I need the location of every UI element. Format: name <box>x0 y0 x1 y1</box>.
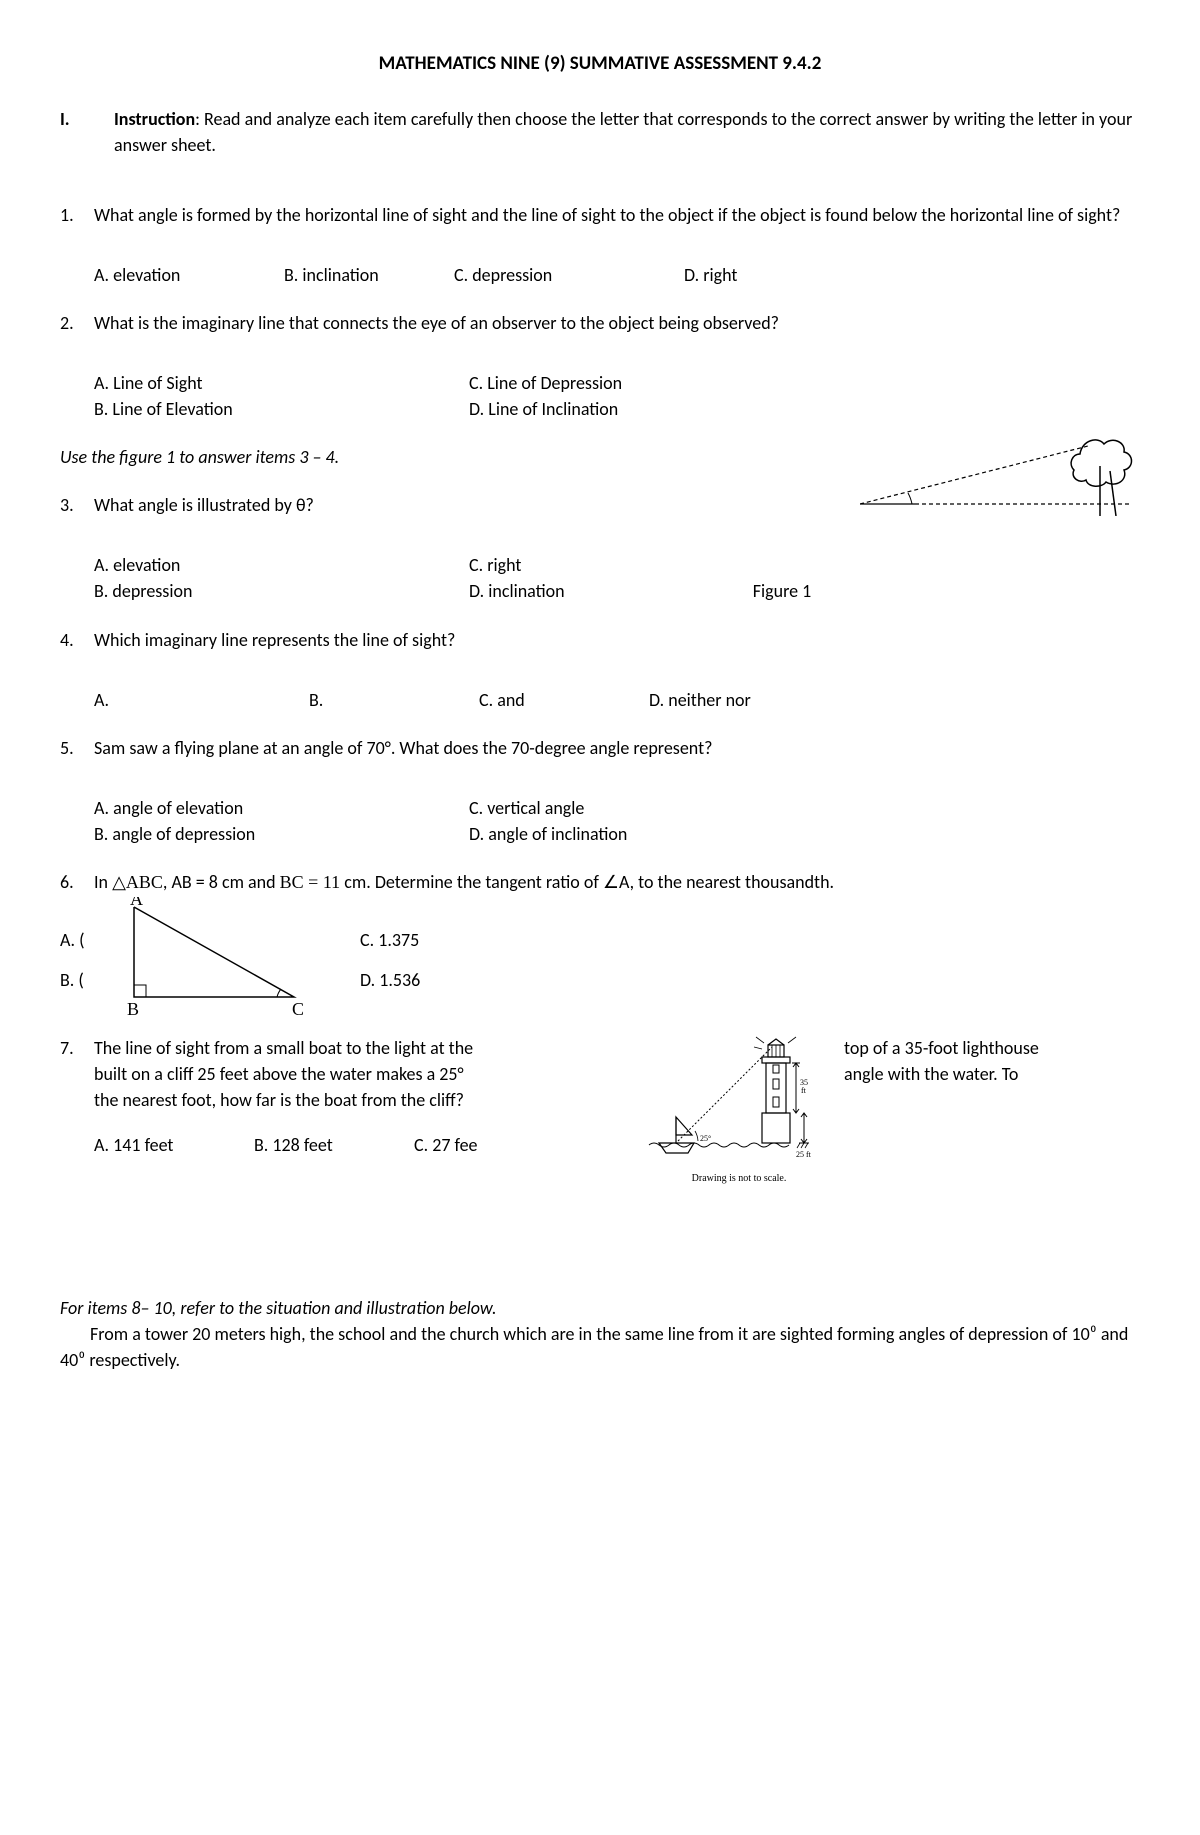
q7-r1: top of a 35-foot lighthouse <box>844 1035 1140 1061</box>
q7-a: A. 141 feet <box>94 1132 254 1158</box>
q7-l3: the nearest foot, how far is the boat fr… <box>94 1087 634 1113</box>
q4-options: A. B. C. and D. neither nor <box>60 687 1140 713</box>
q7-r2: angle with the water. To <box>844 1061 1140 1087</box>
q4-b: B. <box>309 687 479 713</box>
items-8-10-instruction: For items 8– 10, refer to the situation … <box>60 1295 1140 1321</box>
q1-d: D. right <box>684 262 1140 288</box>
q2: 2. What is the imaginary line that conne… <box>60 310 1140 336</box>
q1-num: 1. <box>60 202 94 228</box>
q3-c: C. right <box>469 552 1140 578</box>
triangle-label-b: B <box>127 999 139 1017</box>
q7-left: The line of sight from a small boat to t… <box>94 1035 634 1157</box>
q1-options: A. elevation B. inclination C. depressio… <box>60 262 1140 288</box>
q7-l1: The line of sight from a small boat to t… <box>94 1035 634 1061</box>
items-8-10-text: From a tower 20 meters high, the school … <box>60 1321 1140 1373</box>
figure-1 <box>860 426 1140 523</box>
q5: 5. Sam saw a flying plane at an angle of… <box>60 735 1140 761</box>
q5-options: A. angle of elevation C. vertical angle … <box>60 795 1140 847</box>
q5-b: B. angle of depression <box>94 821 469 847</box>
q5-c: C. vertical angle <box>469 795 1140 821</box>
q6-pre: In <box>94 871 112 893</box>
q5-d: D. angle of inclination <box>469 821 1140 847</box>
q5-a: A. angle of elevation <box>94 795 469 821</box>
q1-text: What angle is formed by the horizontal l… <box>94 202 1140 228</box>
q4: 4. Which imaginary line represents the l… <box>60 627 1140 653</box>
lighthouse-caption: Drawing is not to scale. <box>644 1172 834 1187</box>
q1-b: B. inclination <box>284 262 454 288</box>
instruction-text: : Read and analyze each item carefully t… <box>114 108 1132 156</box>
triangle-label-c: C <box>292 999 304 1017</box>
q6-a: A. ( <box>60 927 360 953</box>
q7: 7. The line of sight from a small boat t… <box>60 1035 1140 1187</box>
q7-c: C. 27 fee <box>414 1132 634 1158</box>
q1-a: A. elevation <box>94 262 284 288</box>
q6-post: cm. Determine the tangent ratio of ∠A, t… <box>340 871 834 893</box>
instruction-label: Instruction <box>114 108 195 130</box>
q6-bc: BC = 11 <box>280 872 341 892</box>
q2-c: C. Line of Depression <box>469 370 1140 396</box>
svg-text:25°: 25° <box>700 1134 711 1143</box>
q2-b: B. Line of Elevation <box>94 396 469 422</box>
q6-mid: , AB = 8 cm and <box>163 871 280 893</box>
q7-right: top of a 35-foot lighthouse angle with t… <box>844 1035 1140 1087</box>
q6-tri: △ABC <box>112 872 163 892</box>
q2-d: D. Line of Inclination <box>469 396 1140 422</box>
q4-num: 4. <box>60 627 94 653</box>
triangle-label-a: A <box>130 897 143 909</box>
svg-text:ft: ft <box>801 1086 807 1095</box>
fig1-label: Figure 1 <box>753 580 812 602</box>
q7-b: B. 128 feet <box>254 1132 414 1158</box>
q3-options: A. elevation C. right B. depression D. i… <box>60 552 1140 604</box>
q7-num: 7. <box>60 1035 94 1187</box>
q5-num: 5. <box>60 735 94 761</box>
roman-marker: I. <box>60 106 94 158</box>
q3-b: B. depression <box>94 578 469 604</box>
q2-num: 2. <box>60 310 94 336</box>
q4-d: D. neither nor <box>649 687 1140 713</box>
q1: 1. What angle is formed by the horizonta… <box>60 202 1140 228</box>
q2-a: A. Line of Sight <box>94 370 469 396</box>
q6-c: C. 1.375 <box>360 927 1140 953</box>
q7-l2: built on a cliff 25 feet above the water… <box>94 1061 634 1087</box>
q3-d: D. inclination <box>469 580 565 602</box>
q6-b: B. ( <box>60 967 360 993</box>
q4-text: Which imaginary line represents the line… <box>94 627 1140 653</box>
q4-a: A. <box>94 687 309 713</box>
q5-text: Sam saw a flying plane at an angle of 70… <box>94 735 1140 761</box>
lighthouse-figure: 25° <box>644 1035 834 1187</box>
page-title: MATHEMATICS NINE (9) SUMMATIVE ASSESSMEN… <box>200 50 1000 78</box>
q4-c: C. and <box>479 687 649 713</box>
instruction-body: Instruction: Read and analyze each item … <box>94 106 1140 158</box>
q1-c: C. depression <box>454 262 684 288</box>
instruction-row: I. Instruction: Read and analyze each it… <box>60 106 1140 158</box>
q2-text: What is the imaginary line that connects… <box>94 310 1140 336</box>
svg-text:25 ft: 25 ft <box>796 1150 812 1159</box>
q6-d: D. 1.536 <box>360 967 1140 993</box>
q2-options: A. Line of Sight C. Line of Depression B… <box>60 370 1140 422</box>
q3-num: 3. <box>60 492 94 518</box>
q3-a: A. elevation <box>94 552 469 578</box>
